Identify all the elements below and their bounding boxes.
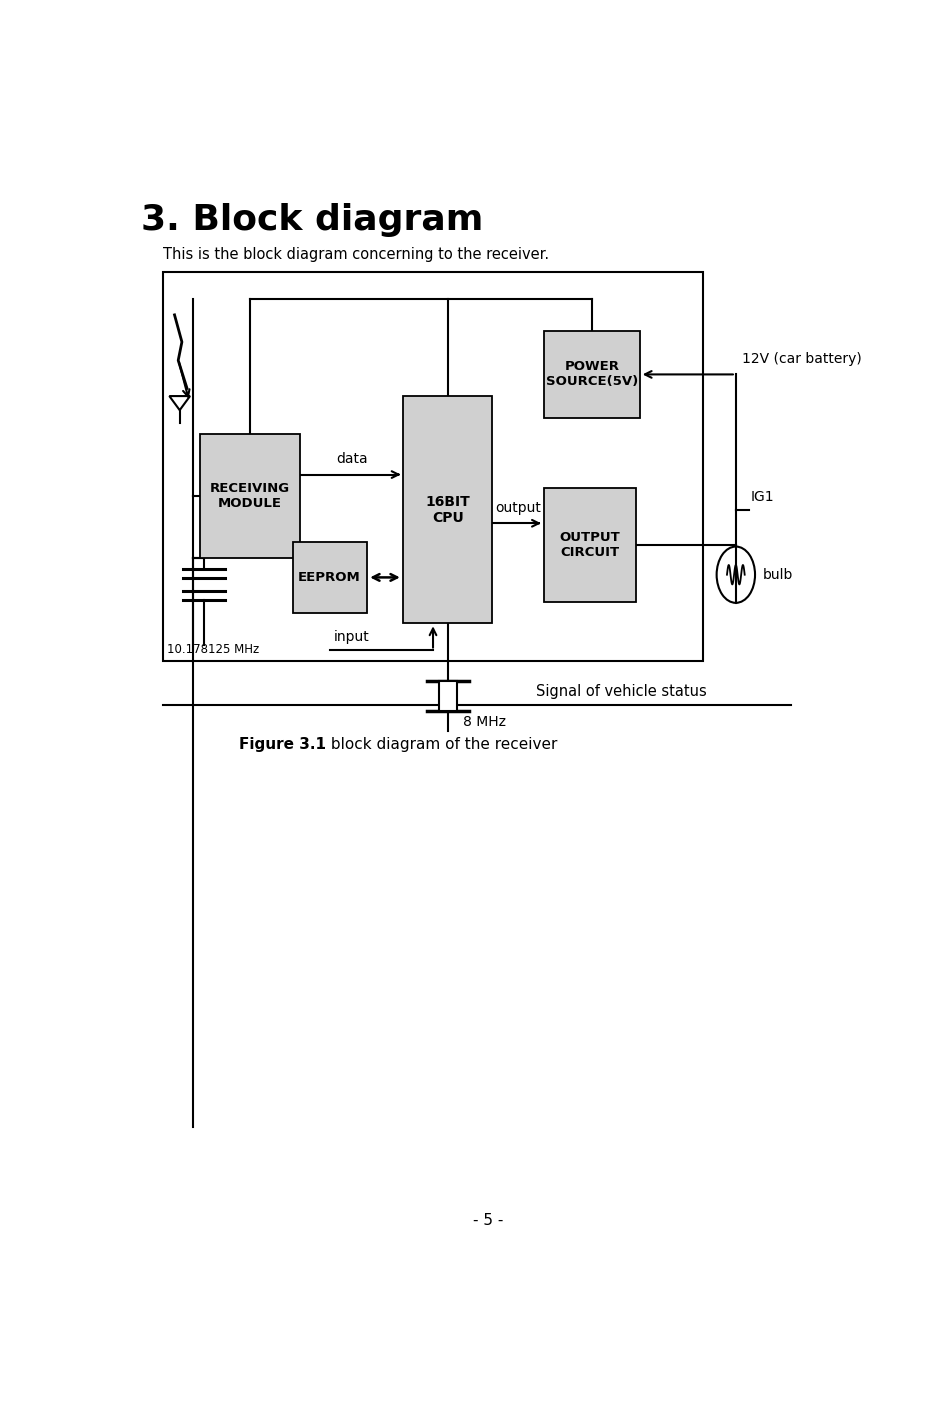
Text: 3. Block diagram: 3. Block diagram — [141, 204, 484, 238]
Text: EEPROM: EEPROM — [298, 571, 361, 583]
Text: 12V (car battery): 12V (car battery) — [741, 352, 861, 366]
Text: IG1: IG1 — [750, 491, 773, 505]
Text: Figure 3.1: Figure 3.1 — [239, 737, 326, 752]
Text: Signal of vehicle status: Signal of vehicle status — [535, 685, 705, 699]
Text: RECEIVING
MODULE: RECEIVING MODULE — [210, 482, 290, 510]
FancyBboxPatch shape — [438, 681, 457, 711]
Text: 10.178125 MHz: 10.178125 MHz — [167, 643, 259, 655]
Text: data: data — [336, 451, 367, 465]
Text: output: output — [494, 501, 541, 515]
Text: bulb: bulb — [762, 568, 792, 582]
Text: 8 MHz: 8 MHz — [462, 716, 505, 730]
Text: - 5 -: - 5 - — [473, 1212, 503, 1227]
FancyBboxPatch shape — [403, 396, 491, 623]
Text: POWER
SOURCE(5V): POWER SOURCE(5V) — [545, 360, 637, 388]
Text: OUTPUT
CIRCUIT: OUTPUT CIRCUIT — [559, 531, 620, 560]
FancyBboxPatch shape — [200, 434, 300, 558]
FancyBboxPatch shape — [292, 543, 367, 613]
Text: This is the block diagram concerning to the receiver.: This is the block diagram concerning to … — [164, 246, 549, 262]
FancyBboxPatch shape — [544, 488, 636, 602]
FancyBboxPatch shape — [544, 332, 639, 418]
Text: input: input — [333, 630, 368, 644]
Text: 16BIT
CPU: 16BIT CPU — [425, 495, 469, 524]
Text: block diagram of the receiver: block diagram of the receiver — [326, 737, 557, 752]
